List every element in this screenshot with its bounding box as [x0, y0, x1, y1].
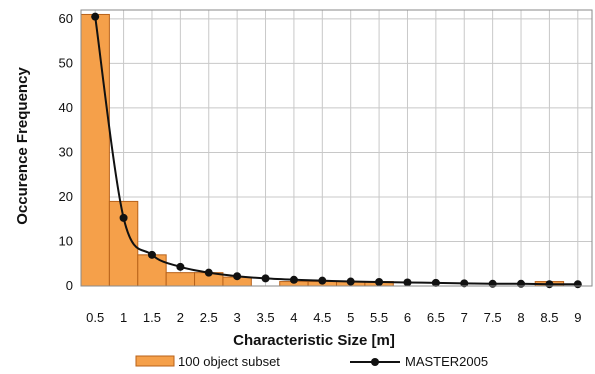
x-tick-label: 9: [574, 310, 581, 325]
master2005-point-4: [204, 268, 213, 277]
x-tick-label: 5.5: [370, 310, 388, 325]
master2005-point-15: [517, 279, 526, 288]
x-tick-label: 1: [120, 310, 127, 325]
master2005-point-2: [147, 250, 156, 259]
y-tick-label: 20: [59, 189, 73, 204]
master2005-point-10: [375, 277, 384, 286]
x-tick-label: 1.5: [143, 310, 161, 325]
x-tick-label: 3: [234, 310, 241, 325]
x-tick-label: 5: [347, 310, 354, 325]
master2005-point-11: [403, 278, 412, 287]
master2005-point-9: [346, 277, 355, 286]
x-tick-label: 6: [404, 310, 411, 325]
master2005-point-3: [176, 262, 185, 271]
plot-frame: [80, 9, 593, 287]
x-tick-label: 8.5: [540, 310, 558, 325]
legend-label-bars: 100 object subset: [178, 354, 280, 369]
x-tick-label: 2: [177, 310, 184, 325]
bar-3: [165, 272, 196, 287]
master2005-point-14: [488, 279, 497, 288]
y-axis-title: Occurence Frequency: [14, 67, 31, 225]
x-tick-label: 2.5: [200, 310, 218, 325]
master2005-point-17: [573, 280, 582, 289]
bar-2: [137, 254, 167, 287]
y-tick-label: 50: [59, 55, 73, 70]
legend-swatch-bars: [135, 355, 175, 367]
master2005-line: [94, 16, 578, 286]
legend: 100 object subset MASTER2005: [135, 354, 488, 369]
master2005-point-6: [261, 274, 270, 283]
x-tick-label: 0.5: [86, 310, 104, 325]
master2005-point-5: [233, 272, 242, 281]
x-tick-label: 7.5: [484, 310, 502, 325]
x-tick-label: 4.5: [313, 310, 331, 325]
master2005-point-8: [318, 276, 327, 285]
y-tick-label: 30: [59, 144, 73, 159]
legend-swatch-marker: [371, 358, 379, 366]
y-tick-label: 10: [59, 233, 73, 248]
x-tick-labels: 0.5 1 1.5 2 2.5 3 3.5 4 4.5 5 5.5 6 6.5 7 7.5 8 8.5 9: [86, 310, 581, 325]
x-axis-title: Characteristic Size [m]: [233, 332, 395, 349]
x-tick-label: 3.5: [256, 310, 274, 325]
x-tick-label: 7: [461, 310, 468, 325]
master2005-point-1: [119, 213, 128, 222]
line-series: [91, 12, 582, 289]
legend-label-line: MASTER2005: [405, 354, 488, 369]
x-tick-label: 8: [517, 310, 524, 325]
master2005-point-16: [545, 280, 554, 289]
grid: [81, 10, 592, 286]
master2005-point-13: [460, 279, 469, 288]
bar-0: [80, 13, 110, 287]
master2005-point-12: [431, 278, 440, 287]
y-tick-labels: 0 10 20 30 40 50 60: [59, 11, 73, 293]
bars: [80, 13, 565, 287]
master2005-point-7: [289, 275, 298, 284]
y-tick-label: 40: [59, 100, 73, 115]
x-tick-label: 4: [290, 310, 297, 325]
master2005-point-0: [91, 12, 100, 21]
x-tick-label: 6.5: [427, 310, 445, 325]
y-tick-label: 60: [59, 11, 73, 26]
y-tick-label: 0: [66, 278, 73, 293]
